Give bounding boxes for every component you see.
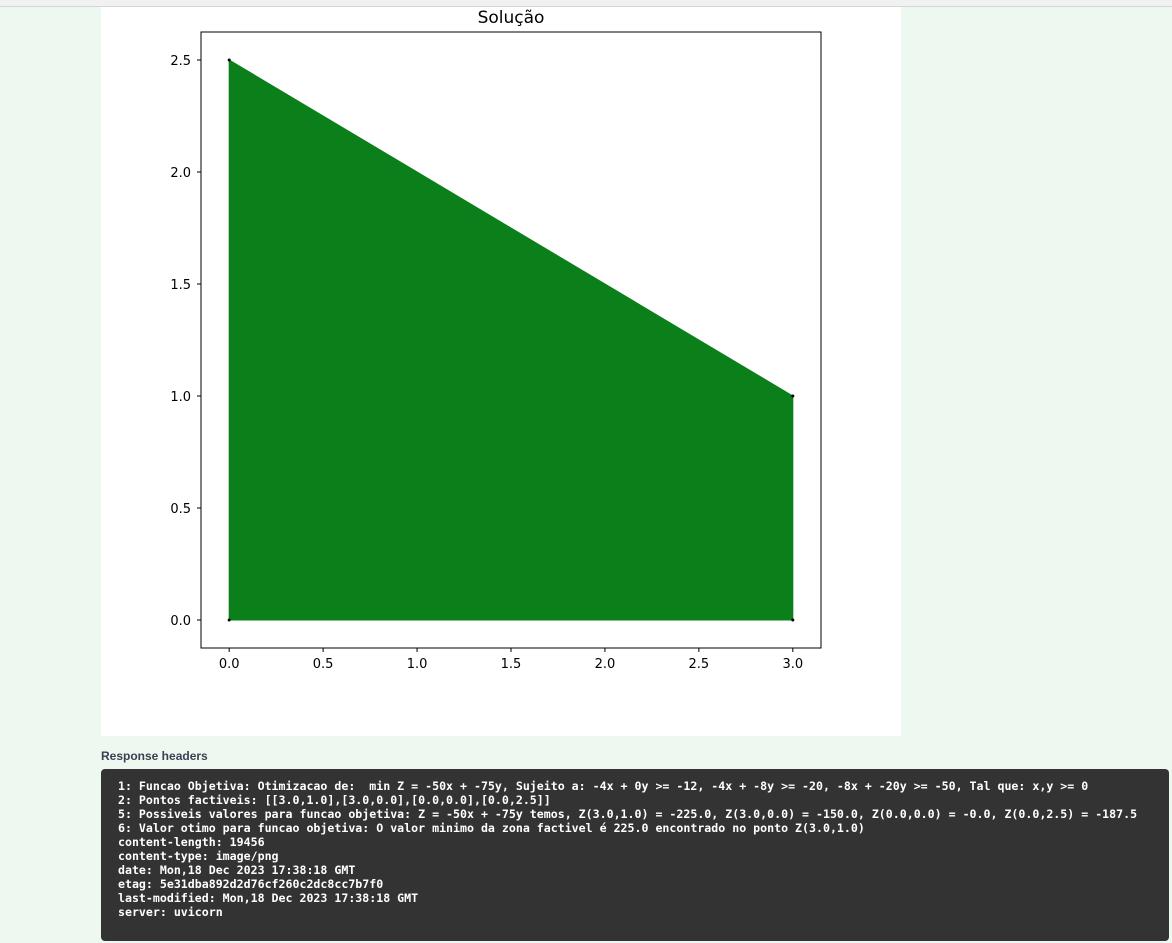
top-bar xyxy=(0,0,1172,7)
x-tick-label: 2.5 xyxy=(689,657,710,672)
x-tick-label: 1.5 xyxy=(501,657,522,672)
feasible-region xyxy=(228,59,794,621)
y-tick-label: 1.5 xyxy=(170,278,191,293)
response-headers-label: Response headers xyxy=(101,749,208,763)
header-line: content-type: image/png xyxy=(111,849,279,863)
x-tick-label: 0.5 xyxy=(313,657,334,672)
header-line: etag: 5e31dba892d2d76cf260c2dc8cc7b7f0 xyxy=(111,877,384,891)
header-line: last-modified: Mon,18 Dec 2023 17:38:18 … xyxy=(111,891,419,905)
y-tick-label: 0.0 xyxy=(170,614,191,629)
y-tick-label: 2.5 xyxy=(170,54,191,69)
y-tick-label: 0.5 xyxy=(170,502,191,517)
y-tick-label: 2.0 xyxy=(170,166,191,181)
x-tick-label: 1.0 xyxy=(407,657,428,672)
header-line: 6: Valor otimo para funcao objetiva: O v… xyxy=(111,821,865,835)
x-tick-label: 3.0 xyxy=(782,657,803,672)
header-line: 2: Pontos factiveis: [[3.0,1.0],[3.0,0.0… xyxy=(111,793,551,807)
x-tick-label: 0.0 xyxy=(219,657,240,672)
response-headers-box: 1: Funcao Objetiva: Otimizacao de: min Z… xyxy=(101,769,1169,941)
header-line: content-length: 19456 xyxy=(111,835,265,849)
x-tick-label: 2.0 xyxy=(595,657,616,672)
vertex-point xyxy=(227,618,231,622)
header-line: server: uvicorn xyxy=(111,905,223,919)
vertex-point xyxy=(791,394,795,398)
header-line: date: Mon,18 Dec 2023 17:38:18 GMT xyxy=(111,863,356,877)
header-line: 1: Funcao Objetiva: Otimizacao de: min Z… xyxy=(111,779,1089,793)
y-tick-label: 1.0 xyxy=(170,390,191,405)
chart-title: Solução xyxy=(478,8,545,28)
vertex-point xyxy=(791,618,795,622)
solution-chart: Solução 0.0 0.5 1.0 1.5 2.0 2.5 3.0 0.0 0.5 1.0 1.… xyxy=(170,8,822,672)
response-image: Solução 0.0 0.5 1.0 1.5 2.0 2.5 3.0 0.0 0.5 1.0 1.… xyxy=(101,7,901,736)
header-line: 5: Possiveis valores para funcao objetiv… xyxy=(111,807,1138,821)
vertex-point xyxy=(227,58,231,62)
